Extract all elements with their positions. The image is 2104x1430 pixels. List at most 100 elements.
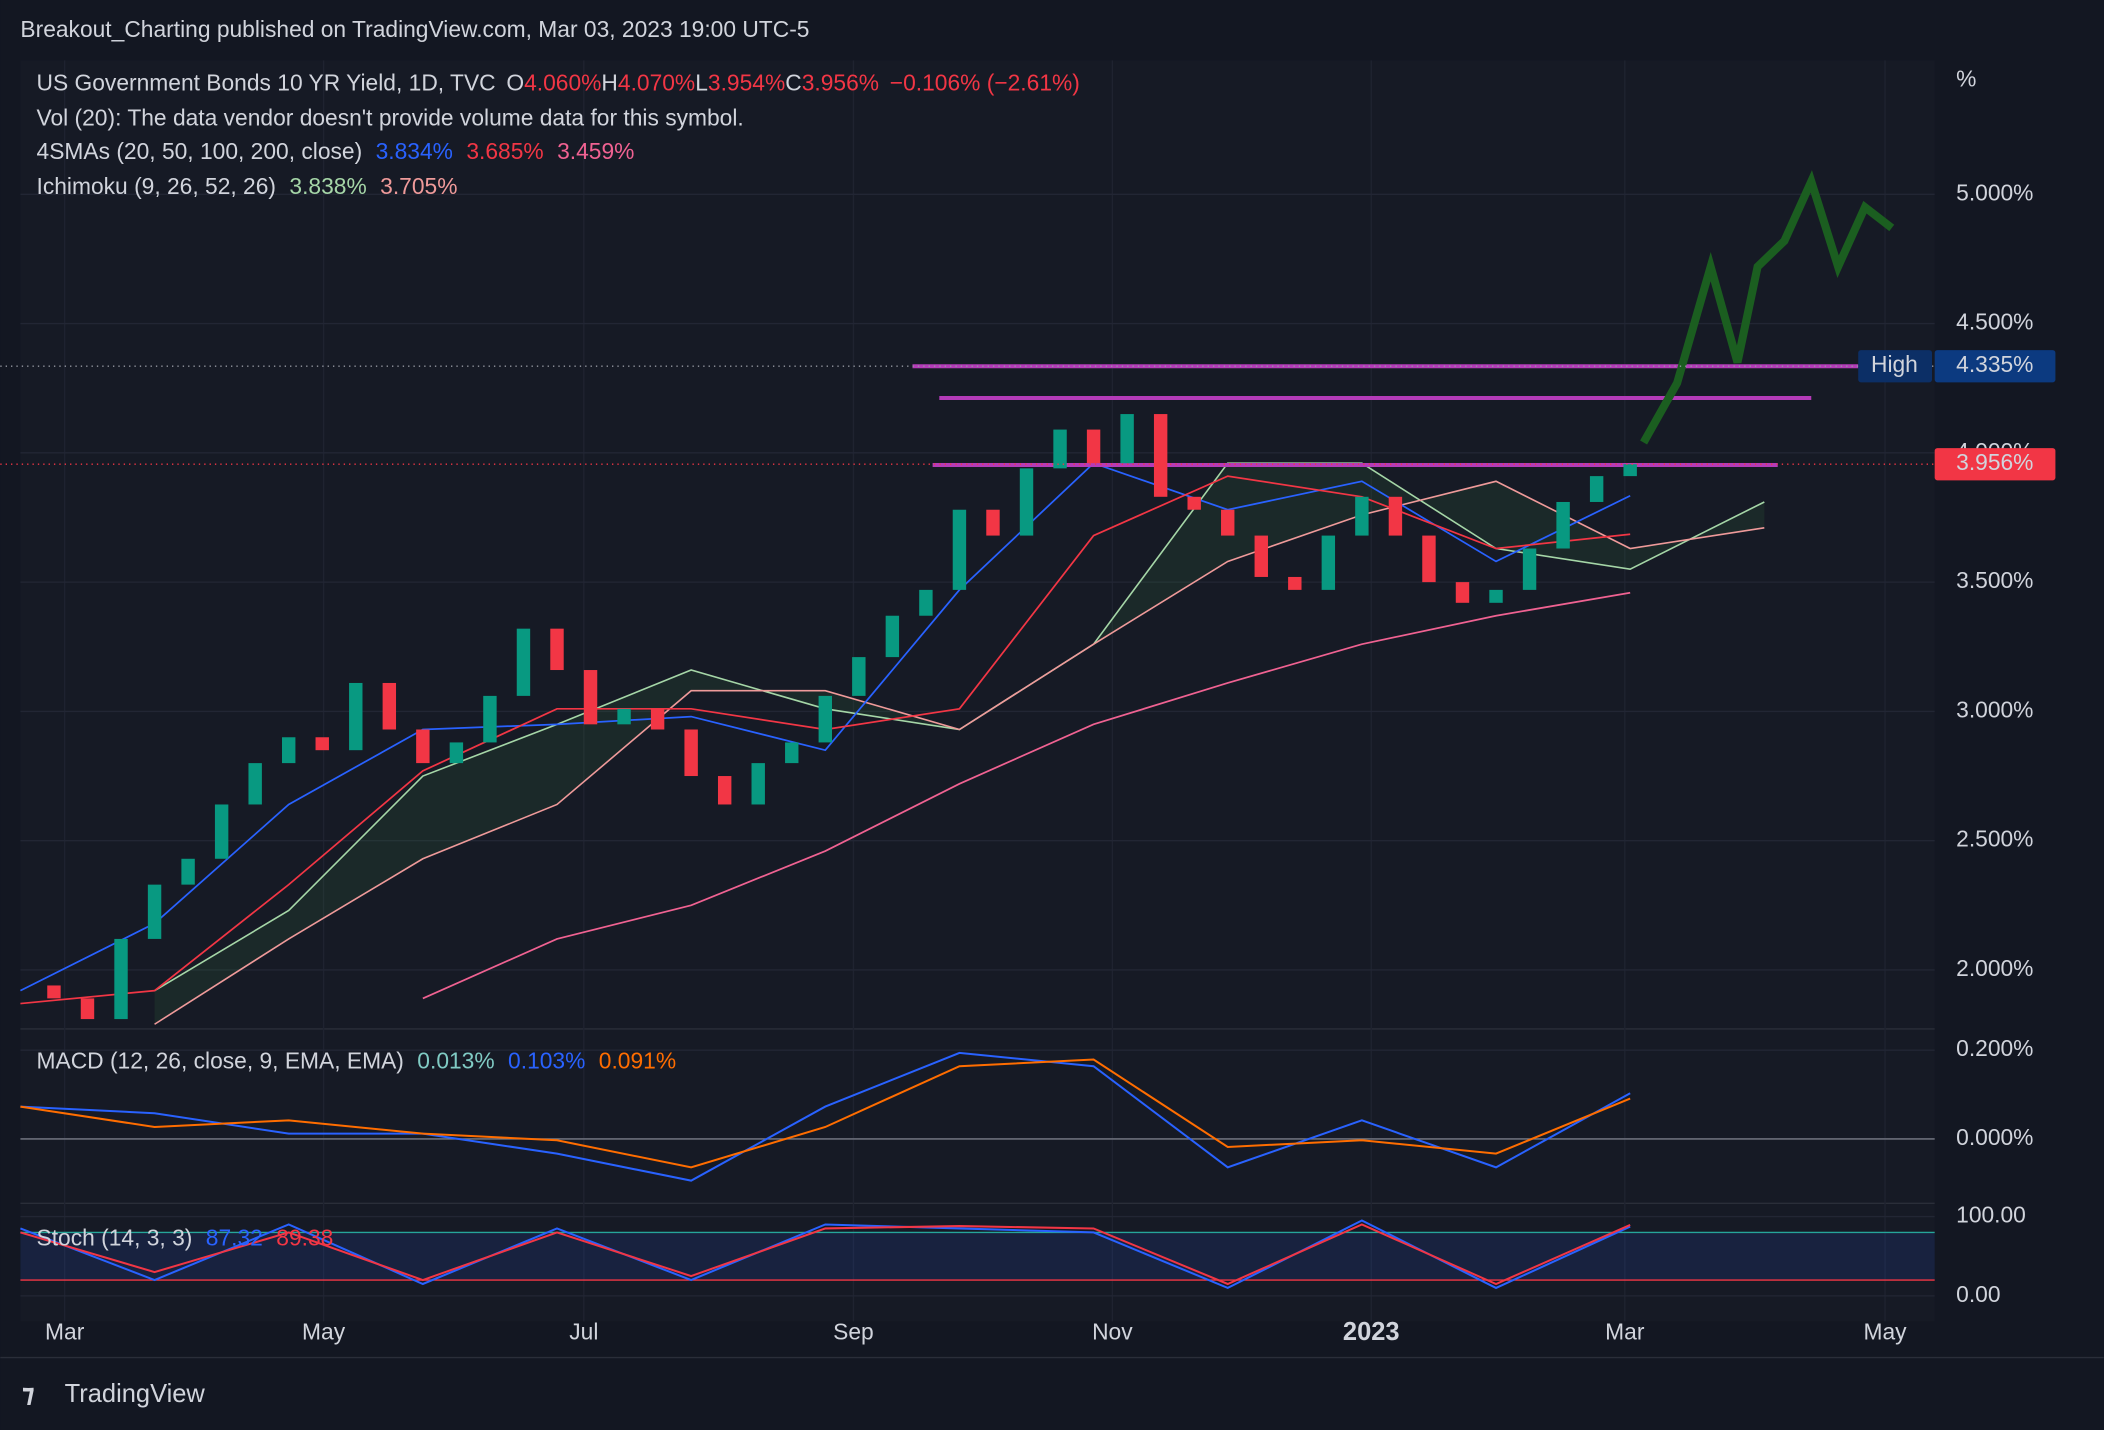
candle-body — [952, 509, 967, 590]
header: Breakout_Charting published on TradingVi… — [20, 16, 809, 42]
legend-item: C — [785, 70, 801, 96]
unit: % — [1956, 66, 1976, 92]
candle-body — [1522, 548, 1537, 590]
legend-item: 87.32 — [206, 1225, 263, 1251]
candle-body — [114, 938, 128, 1020]
legend-line: MACD (12, 26, close, 9, EMA, EMA) 0.013% 0… — [37, 1047, 677, 1073]
legend-item: US Government Bonds 10 YR Yield, 1D, TVC — [37, 70, 496, 96]
legend-item: 3.838% — [289, 173, 366, 199]
candle-body — [349, 682, 363, 751]
legend-item: 89.38 — [276, 1225, 333, 1251]
legend-line: Vol (20): The data vendor doesn't provid… — [37, 104, 744, 130]
sma-line — [422, 591, 1631, 1000]
x-tick-label: 2023 — [1343, 1318, 1400, 1346]
legend-item: O — [506, 70, 524, 96]
candle-body — [1153, 414, 1168, 497]
candle-body — [80, 998, 95, 1020]
legend-item: 4.060% — [524, 70, 601, 96]
candle-body — [1086, 429, 1101, 464]
y-tick-label: 0.00 — [1956, 1281, 2000, 1307]
legend-line: Ichimoku (9, 26, 52, 26) 3.838% 3.705% — [37, 173, 458, 199]
legend-item: 0.013% — [417, 1047, 494, 1073]
candle-body — [1288, 576, 1302, 590]
legend-item: −0.106% (−2.61%) — [890, 70, 1080, 96]
candle-body — [1053, 429, 1067, 469]
candle-body — [282, 737, 296, 764]
ichimoku-span-b — [154, 480, 1765, 1025]
candle-body — [919, 589, 933, 616]
x-tick-label: Mar — [1605, 1318, 1645, 1344]
candle-body — [583, 670, 598, 725]
legend-item: 3.459% — [557, 138, 634, 164]
candle-body — [147, 884, 162, 939]
legend-item: H — [601, 70, 617, 96]
y-tick-label: 100.00 — [1956, 1202, 2026, 1228]
legend-line: Stoch (14, 3, 3) 87.32 89.38 — [37, 1225, 334, 1251]
y-tick-label: 4.500% — [1956, 309, 2033, 335]
high-value: 4.335% — [1956, 351, 2033, 377]
legend-line: US Government Bonds 10 YR Yield, 1D, TVC… — [37, 70, 1080, 96]
x-tick-label: May — [302, 1318, 346, 1344]
last-value: 3.956% — [1956, 449, 2033, 475]
legend-item: 3.685% — [466, 138, 543, 164]
candle-body — [617, 708, 631, 725]
projection-path — [1640, 170, 1895, 445]
legend-item: 0.091% — [599, 1047, 676, 1073]
candle-body — [650, 708, 665, 730]
legend-item: 3.834% — [376, 138, 453, 164]
candle-body — [550, 628, 564, 671]
last-tag — [1934, 448, 2056, 481]
candle-body — [751, 763, 765, 805]
legend-item: Ichimoku (9, 26, 52, 26) — [37, 173, 277, 199]
candle-body — [684, 729, 698, 777]
chart-pane — [20, 60, 1935, 1322]
legend-item: Vol (20): The data vendor doesn't provid… — [37, 104, 744, 130]
y-tick-label: 3.500% — [1956, 567, 2033, 593]
candle-body — [1355, 496, 1369, 536]
candle-body — [1019, 468, 1034, 536]
stoch-k — [20, 1219, 1631, 1290]
candle-body — [315, 737, 329, 751]
legend-item: 4SMAs (20, 50, 100, 200, close) — [37, 138, 363, 164]
macd-line — [20, 1051, 1631, 1182]
candle-body — [181, 858, 195, 885]
candle-body — [1589, 476, 1604, 502]
candle-body — [1187, 496, 1201, 510]
x-tick-label: May — [1864, 1318, 1908, 1344]
candle-body — [1254, 535, 1268, 577]
high-label: High — [1871, 351, 1918, 377]
logo: ⁊ — [22, 1380, 35, 1408]
legend-item: L — [695, 70, 708, 96]
y-tick-label: 0.000% — [1956, 1124, 2033, 1150]
legend-line: 4SMAs (20, 50, 100, 200, close) 3.834% 3.6… — [37, 138, 635, 164]
legend-item: 3.956% — [802, 70, 879, 96]
high-value-tag — [1934, 350, 2056, 383]
y-tick-label: 5.000% — [1956, 179, 2033, 205]
sma-line — [20, 462, 1631, 992]
candle-body — [852, 657, 866, 696]
candle-body — [214, 804, 229, 859]
legend-item: 0.103% — [508, 1047, 585, 1073]
candle-body — [885, 615, 900, 658]
candle-body — [1422, 535, 1436, 583]
candle-body — [416, 729, 430, 764]
y-tick-label: 2.500% — [1956, 826, 2033, 852]
candle-body — [516, 628, 531, 696]
candle-body — [785, 742, 799, 764]
x-tick-label: Nov — [1092, 1318, 1133, 1344]
footer: TradingView — [65, 1380, 206, 1408]
candle-body — [986, 509, 1000, 536]
stoch-d — [20, 1223, 1631, 1286]
candle-body — [1120, 414, 1134, 464]
legend-item: MACD (12, 26, close, 9, EMA, EMA) — [37, 1047, 404, 1073]
legend-item: 3.954% — [708, 70, 785, 96]
candle-body — [1556, 501, 1570, 549]
candle-body — [382, 682, 397, 730]
candle-body — [47, 985, 61, 999]
candle-body — [1455, 582, 1470, 603]
candle-body — [248, 763, 262, 805]
candle-body — [1321, 535, 1336, 590]
stoch-band — [20, 1232, 1935, 1281]
